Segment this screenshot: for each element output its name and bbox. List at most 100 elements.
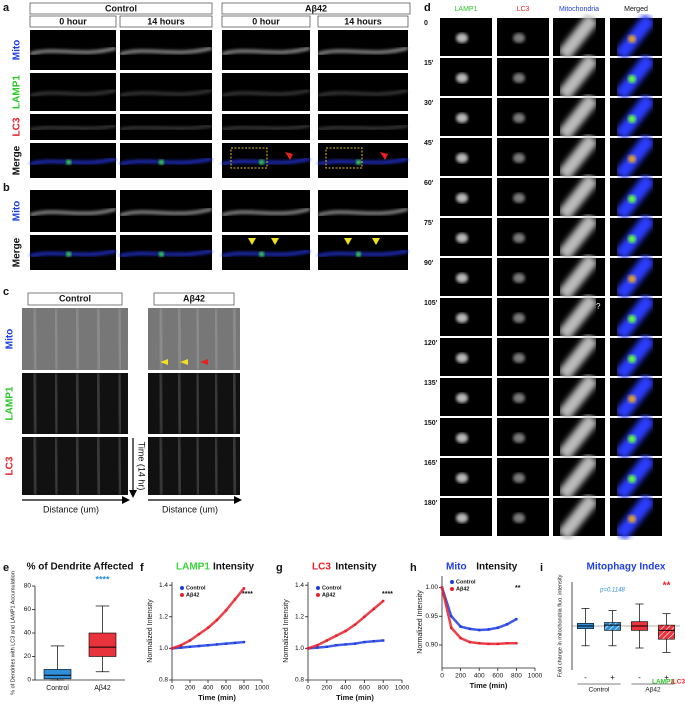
puncta bbox=[513, 513, 525, 523]
marker bbox=[382, 639, 385, 642]
x-tick-label: 600 bbox=[359, 685, 370, 692]
puncta bbox=[628, 395, 636, 403]
axis-title: Time (min) bbox=[470, 681, 508, 690]
y-tick-label: 0.8 bbox=[295, 677, 304, 684]
x-tick-label: 0 bbox=[306, 685, 310, 692]
micrograph-signal bbox=[221, 157, 311, 166]
time-label: 60' bbox=[424, 180, 434, 187]
marker bbox=[316, 646, 319, 649]
time-label: 15' bbox=[424, 60, 434, 67]
x-tick-label: 0 bbox=[440, 673, 444, 680]
y-tick-label: 0 bbox=[27, 677, 31, 684]
kymograph bbox=[148, 373, 240, 434]
mito bbox=[557, 93, 599, 141]
time-header: 14 hours bbox=[344, 16, 382, 26]
x-tick-label: 600 bbox=[221, 685, 232, 692]
axis-title: Distance (um) bbox=[43, 504, 99, 514]
marker bbox=[242, 640, 246, 644]
marker bbox=[179, 646, 183, 649]
puncta bbox=[628, 435, 636, 443]
micrograph-signal bbox=[119, 207, 213, 217]
time-header: 0 hour bbox=[59, 16, 87, 26]
y-tick-label: 40 bbox=[24, 630, 32, 637]
marker bbox=[353, 623, 357, 626]
micrograph-signal bbox=[317, 157, 409, 166]
kymo-track bbox=[75, 307, 80, 371]
puncta bbox=[456, 193, 468, 203]
micrograph-signal bbox=[29, 157, 117, 166]
axis-title: Fold change in mitochondria fluo. intens… bbox=[557, 574, 563, 677]
marker bbox=[197, 632, 201, 636]
micrograph-signal bbox=[317, 207, 409, 217]
kymo-track bbox=[54, 436, 58, 496]
y-tick-label: 0.95 bbox=[425, 613, 438, 620]
dendrite bbox=[317, 88, 409, 98]
dendrite bbox=[317, 124, 409, 132]
puncta bbox=[158, 251, 164, 257]
row-label: Mito bbox=[12, 201, 23, 222]
marker bbox=[515, 642, 518, 645]
mito bbox=[557, 333, 599, 381]
puncta bbox=[513, 433, 525, 443]
row-label: Merge bbox=[12, 237, 23, 267]
puncta bbox=[513, 153, 525, 163]
panel-letter: g bbox=[276, 562, 283, 574]
legend-label: /LC3 bbox=[671, 679, 685, 686]
time-label: 105' bbox=[424, 300, 438, 307]
arrowhead bbox=[380, 152, 388, 160]
legend-swatch bbox=[450, 580, 454, 584]
arrowhead bbox=[271, 238, 279, 245]
micrograph-signal bbox=[119, 124, 213, 132]
column-header: LC3 bbox=[517, 6, 530, 13]
legend-label: LAMP1 bbox=[652, 679, 674, 686]
x-tick-label: 200 bbox=[455, 673, 466, 680]
marker bbox=[372, 640, 375, 643]
marker bbox=[325, 639, 328, 642]
legend-label: Control bbox=[322, 585, 342, 591]
mito bbox=[557, 253, 599, 301]
micrograph-signal bbox=[29, 124, 117, 132]
axis-arrowhead bbox=[234, 496, 242, 504]
axis-title: Normalized Intensity bbox=[417, 590, 424, 654]
time-label: 90' bbox=[424, 260, 434, 267]
dendrite bbox=[119, 124, 213, 132]
annotation: ** bbox=[663, 581, 671, 592]
group-label: Control bbox=[589, 687, 611, 694]
chart-title: Intensity bbox=[476, 562, 518, 573]
time-label: 30' bbox=[424, 100, 434, 107]
legend-label: Aβ42 bbox=[322, 592, 335, 598]
arrowhead bbox=[200, 359, 208, 365]
kymo-track bbox=[196, 372, 200, 435]
chart-title: Intensity bbox=[213, 562, 255, 573]
x-tick-label: 400 bbox=[474, 673, 485, 680]
panel-letter: f bbox=[140, 562, 144, 574]
micrograph-signal bbox=[119, 88, 213, 98]
puncta bbox=[628, 475, 636, 483]
marker bbox=[478, 628, 481, 632]
mito bbox=[557, 293, 599, 341]
axis-title: Time (14 hr) bbox=[137, 442, 147, 491]
marker bbox=[233, 641, 237, 645]
puncta bbox=[513, 273, 525, 283]
legend-label: Control bbox=[456, 579, 476, 585]
marker bbox=[363, 640, 366, 644]
marker bbox=[515, 617, 518, 621]
micrograph-signal bbox=[221, 249, 311, 258]
kymo-track bbox=[96, 307, 101, 371]
dendrite bbox=[29, 124, 117, 132]
puncta bbox=[259, 251, 265, 257]
micrograph-signal bbox=[317, 249, 409, 258]
kymograph bbox=[22, 437, 128, 495]
series-line bbox=[440, 587, 518, 632]
chart-title: Intensity bbox=[335, 562, 377, 573]
marker bbox=[505, 623, 509, 626]
annotation: p=0.1148 bbox=[599, 588, 625, 594]
arrowhead bbox=[344, 238, 352, 245]
kymograph bbox=[22, 373, 128, 434]
axis-title: Time (min) bbox=[198, 693, 236, 702]
panel-letter: c bbox=[3, 286, 9, 298]
marker bbox=[224, 609, 228, 612]
dendrite bbox=[221, 88, 311, 98]
puncta bbox=[513, 233, 525, 243]
x-tick-label: 800 bbox=[239, 685, 250, 692]
